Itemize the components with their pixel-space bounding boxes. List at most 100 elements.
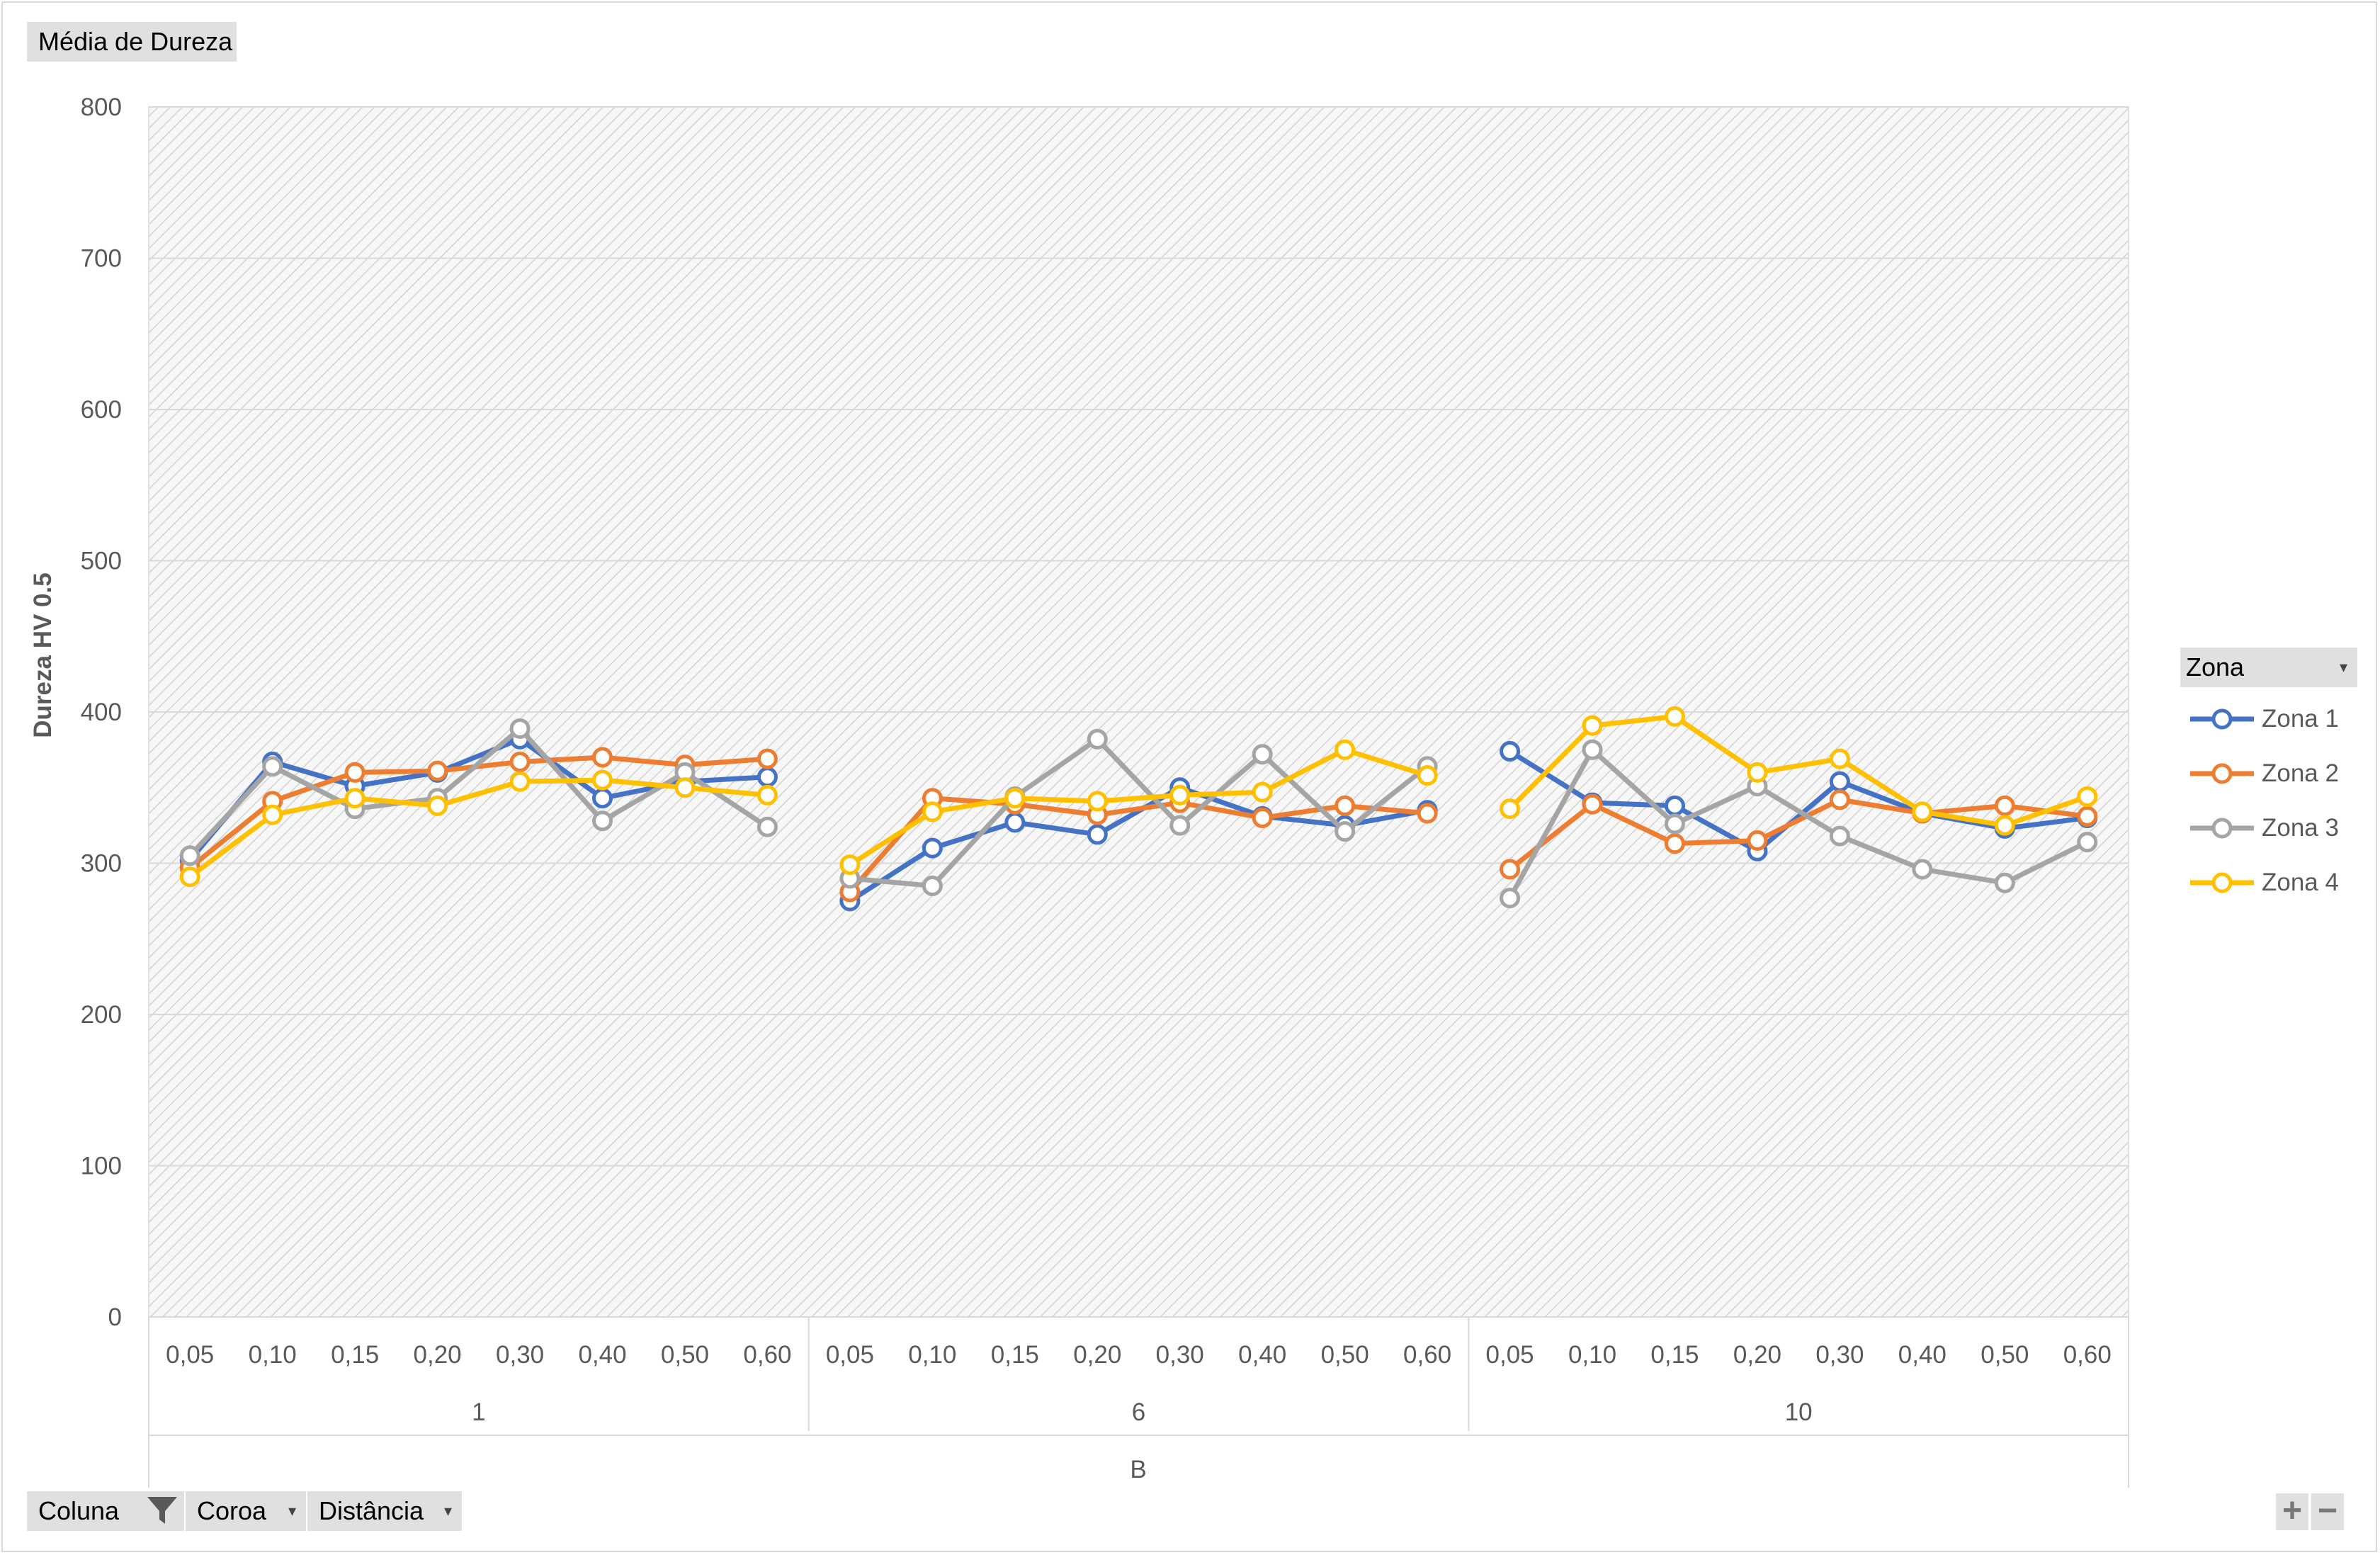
y-axis-title: Dureza HV 0.5: [29, 572, 57, 737]
data-point: [1994, 795, 2015, 816]
data-point: [922, 876, 943, 897]
x-group-label: 1: [472, 1398, 485, 1426]
data-point: [1500, 798, 1521, 820]
data-point: [1087, 791, 1108, 812]
data-point: [1664, 833, 1685, 854]
data-point: [1500, 741, 1521, 762]
data-point: [1252, 781, 1273, 803]
coroa-field-button[interactable]: Coroa ▾: [186, 1491, 307, 1531]
x-tick-label: 0,15: [991, 1341, 1039, 1369]
x-tick-label: 0,15: [331, 1341, 379, 1369]
data-point: [1004, 788, 1026, 809]
x-axis-title: B: [1130, 1456, 1146, 1483]
x-tick-label: 0,30: [1815, 1341, 1864, 1369]
data-point: [427, 760, 448, 781]
coluna-label: Coluna: [38, 1496, 120, 1525]
x-tick-label: 0,10: [908, 1341, 956, 1369]
data-point: [1334, 821, 1356, 842]
legend-zona-field-button[interactable]: Zona ▾: [2180, 648, 2357, 687]
x-tick-label: 0,60: [743, 1341, 791, 1369]
data-point: [1334, 739, 1356, 760]
x-tick-label: 0,50: [661, 1341, 709, 1369]
x-tick-label: 0,10: [249, 1341, 297, 1369]
data-point: [262, 804, 283, 825]
data-point: [674, 777, 696, 798]
expand-plus-button[interactable]: +: [2276, 1493, 2308, 1530]
data-point: [1500, 888, 1521, 909]
collapse-minus-button[interactable]: −: [2311, 1493, 2344, 1530]
data-point: [592, 788, 613, 809]
data-point: [344, 762, 366, 783]
data-point: [1087, 728, 1108, 750]
y-tick-label: 100: [81, 1153, 122, 1180]
x-group-label: 6: [1132, 1398, 1145, 1426]
x-tick-label: 0,60: [2063, 1341, 2112, 1369]
y-tick-label: 800: [81, 94, 122, 121]
dropdown-arrow-icon: ▾: [288, 1502, 296, 1520]
data-point: [1252, 744, 1273, 765]
x-tick-label: 0,05: [826, 1341, 874, 1369]
data-point: [1994, 872, 2015, 893]
legend-line-marker-icon: [2190, 818, 2254, 839]
legend-line-marker-icon: [2190, 708, 2254, 730]
data-point: [509, 751, 531, 772]
distancia-field-button[interactable]: Distância ▾: [307, 1491, 463, 1531]
chart-title-label: Média de Dureza: [38, 27, 233, 56]
data-point: [1582, 739, 1603, 760]
data-point: [756, 767, 778, 788]
x-tick-label: 0,05: [166, 1341, 214, 1369]
data-point: [756, 748, 778, 769]
data-point: [179, 845, 200, 866]
coluna-field-button[interactable]: Coluna: [27, 1491, 186, 1531]
dropdown-arrow-icon: ▾: [443, 1502, 452, 1520]
legend-label: Zona 3: [2262, 814, 2339, 842]
series-line: [1508, 797, 2088, 871]
y-tick-label: 400: [81, 699, 122, 726]
data-point: [2077, 786, 2098, 808]
data-point: [1829, 825, 1850, 847]
dropdown-arrow-icon: ▾: [2339, 658, 2347, 676]
data-point: [344, 788, 366, 809]
data-point: [1004, 812, 1026, 833]
data-point: [1334, 795, 1356, 816]
chart-title-field-button[interactable]: Média de Dureza: [27, 22, 238, 62]
x-tick-label: 0,15: [1650, 1341, 1699, 1369]
series-line: [849, 736, 1429, 889]
x-tick-label: 0,20: [1073, 1341, 1121, 1369]
data-point: [592, 810, 613, 832]
x-group-label: 10: [1785, 1398, 1813, 1426]
y-tick-label: 500: [81, 548, 122, 575]
legend-line-marker-icon: [2190, 763, 2254, 784]
data-point: [1087, 824, 1108, 845]
data-point: [1169, 815, 1191, 836]
data-point: [262, 756, 283, 777]
data-point: [1500, 859, 1521, 880]
data-point: [756, 816, 778, 837]
data-point: [592, 747, 613, 768]
legend-title: Zona: [2186, 652, 2245, 682]
series-line: [1507, 747, 2089, 900]
x-tick-label: 0,10: [1568, 1341, 1616, 1369]
data-point: [756, 784, 778, 805]
y-tick-label: 0: [108, 1304, 122, 1331]
data-point: [1169, 784, 1191, 805]
series-line: [848, 796, 1428, 894]
data-point: [1582, 715, 1603, 736]
legend-label: Zona 1: [2262, 705, 2339, 733]
filter-funnel-icon: [146, 1495, 178, 1540]
data-point: [179, 866, 200, 888]
x-tick-label: 0,20: [1733, 1341, 1781, 1369]
data-point: [1664, 795, 1685, 816]
y-tick-label: 700: [81, 245, 122, 273]
coroa-label: Coroa: [197, 1496, 267, 1525]
data-point: [2077, 832, 2098, 853]
y-tick-label: 600: [81, 396, 122, 424]
data-point: [1829, 771, 1850, 792]
x-tick-label: 0,50: [1321, 1341, 1369, 1369]
data-point: [1829, 748, 1850, 769]
x-tick-label: 0,20: [414, 1341, 462, 1369]
series-line: [188, 777, 768, 879]
legend-label: Zona 2: [2262, 759, 2339, 787]
